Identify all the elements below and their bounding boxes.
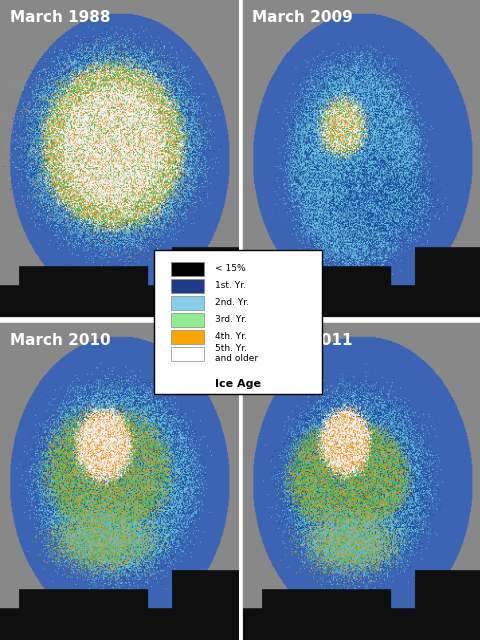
Text: < 15%: < 15%	[214, 264, 245, 273]
Bar	[170, 312, 204, 327]
Bar	[170, 262, 204, 276]
Text: 5th. Yr.
and older: 5th. Yr. and older	[214, 344, 257, 363]
Bar	[170, 278, 204, 293]
Text: 1st. Yr.: 1st. Yr.	[214, 281, 245, 290]
Text: March 1988: March 1988	[10, 10, 110, 24]
Text: March 2011: March 2011	[252, 333, 352, 348]
Text: March 2009: March 2009	[252, 10, 352, 24]
Text: 3rd. Yr.: 3rd. Yr.	[214, 315, 246, 324]
Bar	[170, 347, 204, 361]
Text: 4th. Yr.: 4th. Yr.	[214, 332, 246, 341]
Bar	[170, 330, 204, 344]
Text: Ice Age: Ice Age	[215, 380, 261, 389]
Text: March 2010: March 2010	[10, 333, 110, 348]
Text: 2nd. Yr.: 2nd. Yr.	[214, 298, 248, 307]
Bar	[170, 296, 204, 310]
